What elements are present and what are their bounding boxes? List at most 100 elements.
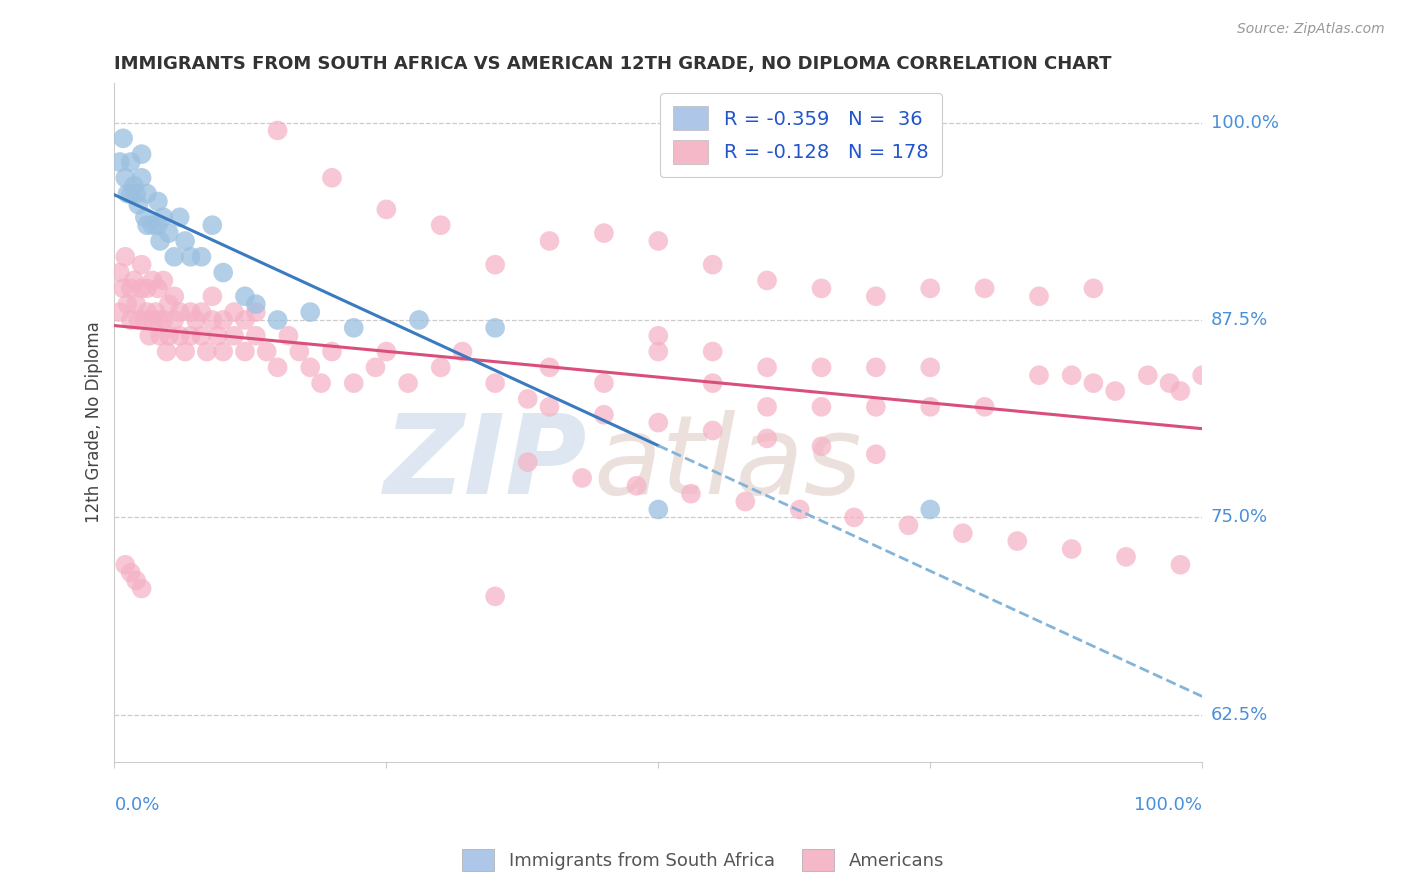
Point (120, 186, 142, 201)
Point (1170, 558, 1192, 572)
Point (593, 408, 616, 422)
Point (1136, 368, 1159, 383)
Point (897, 518, 920, 533)
Point (141, 218, 163, 232)
Point (195, 344, 218, 359)
Point (180, 328, 202, 343)
Point (756, 360, 779, 375)
Point (169, 211, 191, 225)
Point (122, 273, 145, 287)
Point (233, 313, 256, 327)
Text: ZIP: ZIP (384, 410, 588, 516)
Point (266, 360, 288, 375)
Point (131, 582, 153, 596)
Y-axis label: 12th Grade, No Diploma: 12th Grade, No Diploma (86, 322, 103, 524)
Point (702, 258, 724, 272)
Point (136, 186, 159, 201)
Point (321, 170, 343, 185)
Point (174, 234, 197, 248)
Point (842, 510, 865, 524)
Text: atlas: atlas (593, 410, 862, 516)
Point (157, 226, 180, 240)
Point (756, 432, 779, 446)
Point (152, 273, 174, 287)
Point (114, 170, 136, 185)
Point (484, 590, 506, 604)
Point (516, 455, 538, 469)
Point (157, 297, 180, 311)
Point (973, 281, 995, 295)
Point (190, 250, 212, 264)
Point (321, 344, 343, 359)
Point (136, 305, 159, 319)
Point (207, 328, 229, 343)
Point (484, 258, 506, 272)
Point (538, 400, 561, 414)
Point (810, 400, 832, 414)
Point (112, 281, 135, 295)
Point (973, 400, 995, 414)
Point (679, 486, 702, 500)
Text: 100.0%: 100.0% (1135, 797, 1202, 814)
Point (120, 313, 142, 327)
Point (647, 344, 669, 359)
Point (108, 266, 131, 280)
Point (212, 266, 235, 280)
Point (920, 502, 942, 516)
Point (131, 170, 153, 185)
Point (117, 186, 139, 201)
Point (152, 211, 174, 225)
Point (538, 360, 561, 375)
Point (233, 344, 256, 359)
Point (1083, 281, 1105, 295)
Point (127, 197, 149, 211)
Point (122, 178, 145, 193)
Point (169, 305, 191, 319)
Point (1060, 541, 1083, 556)
Legend: Immigrants from South Africa, Americans: Immigrants from South Africa, Americans (454, 842, 952, 879)
Point (865, 447, 887, 461)
Point (114, 250, 136, 264)
Point (149, 234, 172, 248)
Text: 62.5%: 62.5% (1211, 706, 1268, 723)
Point (451, 344, 474, 359)
Point (593, 226, 616, 240)
Point (865, 400, 887, 414)
Point (266, 313, 288, 327)
Point (952, 526, 974, 541)
Point (1115, 549, 1137, 564)
Point (375, 344, 398, 359)
Point (1028, 368, 1050, 383)
Point (112, 131, 135, 145)
Point (396, 376, 419, 391)
Point (163, 313, 186, 327)
Point (364, 360, 387, 375)
Text: 75.0%: 75.0% (1211, 508, 1268, 526)
Point (1083, 376, 1105, 391)
Point (702, 424, 724, 438)
Point (538, 234, 561, 248)
Point (343, 376, 366, 391)
Point (1060, 368, 1083, 383)
Point (120, 281, 142, 295)
Point (149, 328, 172, 343)
Point (131, 258, 153, 272)
Point (702, 344, 724, 359)
Point (131, 147, 153, 161)
Point (117, 297, 139, 311)
Point (233, 289, 256, 303)
Point (114, 558, 136, 572)
Point (1007, 534, 1029, 549)
Point (571, 471, 593, 485)
Point (1104, 384, 1126, 398)
Point (190, 305, 212, 319)
Point (865, 289, 887, 303)
Point (288, 344, 311, 359)
Point (245, 305, 267, 319)
Point (309, 376, 332, 391)
Point (127, 313, 149, 327)
Point (810, 281, 832, 295)
Point (174, 344, 197, 359)
Point (1159, 376, 1181, 391)
Point (120, 155, 142, 169)
